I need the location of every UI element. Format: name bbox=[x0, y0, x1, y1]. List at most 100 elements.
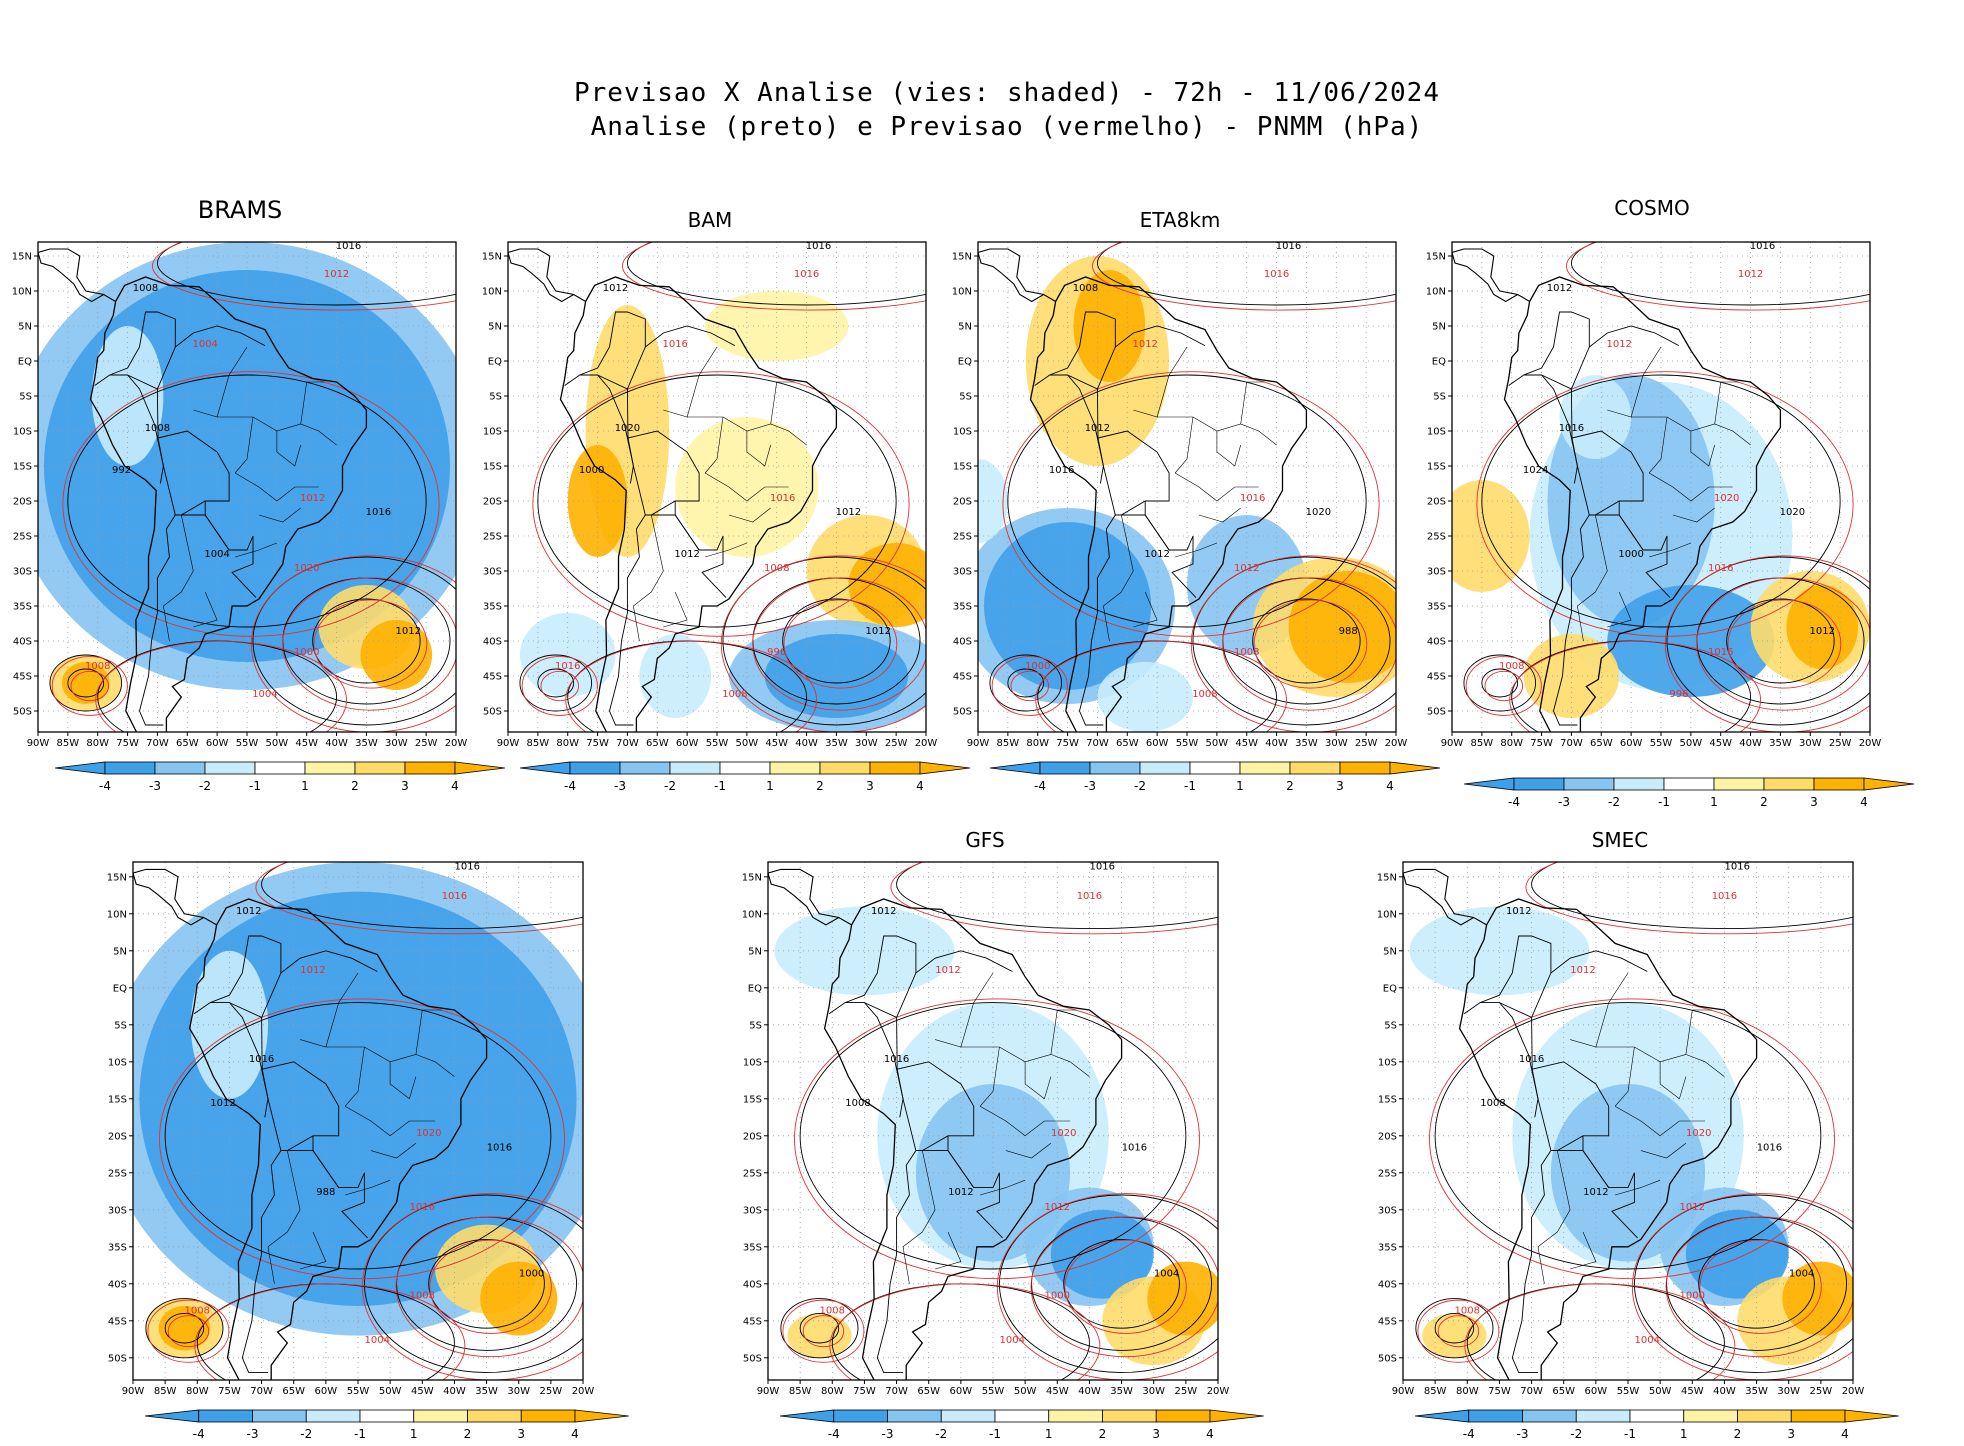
lon-tick-label: 75W bbox=[1488, 1386, 1511, 1397]
state-border bbox=[704, 472, 789, 502]
lat-tick-label: 15S bbox=[953, 462, 972, 473]
colorbar-swatch bbox=[669, 761, 721, 775]
state-border bbox=[300, 972, 359, 1048]
analysis-isobar bbox=[1063, 1238, 1180, 1329]
colorbar-arrow-low bbox=[144, 1409, 200, 1423]
lon-tick-label: 90W bbox=[27, 738, 50, 749]
lon-tick-label: 35W bbox=[355, 738, 378, 749]
bias-shading bbox=[1786, 585, 1859, 669]
lat-tick-label: 15N bbox=[952, 252, 972, 263]
colorbar-tick-label: 2 bbox=[1286, 779, 1294, 793]
state-border bbox=[1174, 472, 1259, 502]
lon-tick-label: 50W bbox=[1649, 1386, 1672, 1397]
analysis-isobar bbox=[1007, 374, 1367, 628]
isobar-label: 1016 bbox=[1712, 891, 1737, 902]
forecast-isobar bbox=[802, 1315, 845, 1348]
isobar-label: 1012 bbox=[1045, 1202, 1070, 1213]
forecast-isobar bbox=[194, 1283, 466, 1380]
lat-tick-label: 10S bbox=[108, 1057, 127, 1068]
lat-tick-label: EQ bbox=[488, 357, 502, 368]
lon-tick-label: 55W bbox=[1617, 1386, 1640, 1397]
forecast-isobar bbox=[1035, 640, 1287, 732]
lon-tick-label: 75W bbox=[586, 738, 609, 749]
state-border bbox=[163, 514, 194, 642]
lon-tick-label: 75W bbox=[218, 1386, 241, 1397]
isobar-label: 1020 bbox=[1714, 493, 1739, 504]
central-america-coastline bbox=[133, 868, 217, 926]
lat-tick-label: 15S bbox=[1427, 462, 1446, 473]
forecast-isobar bbox=[1064, 1239, 1187, 1334]
lon-tick-label: 85W bbox=[527, 738, 550, 749]
lat-tick-label: 5N bbox=[488, 322, 502, 333]
state-border bbox=[935, 972, 994, 1048]
panel-title-smec: SMEC bbox=[1591, 828, 1649, 852]
panel-title-cosmo: COSMO bbox=[1614, 196, 1690, 220]
lat-tick-label: 50S bbox=[1378, 1353, 1397, 1364]
colorbar-arrow-high bbox=[1209, 1409, 1264, 1423]
map-cosmo: 1016 1012 1012 1012 1016 1020 1020 1016 1024 1016… bbox=[1426, 241, 1881, 749]
lon-tick-label: 20W bbox=[1385, 738, 1408, 749]
lat-tick-label: 10N bbox=[1377, 909, 1397, 920]
colorbar-tick-label: -4 bbox=[193, 1427, 205, 1441]
state-border bbox=[1570, 972, 1629, 1048]
isobar-label: 1016 bbox=[1077, 891, 1102, 902]
colorbar-tick-label: -1 bbox=[1184, 779, 1196, 793]
colorbar-swatch bbox=[1522, 1409, 1577, 1423]
analysis-isobar bbox=[1415, 1298, 1494, 1359]
colorbar-tick-label: -1 bbox=[249, 779, 261, 793]
isobar-label: 1016 bbox=[455, 861, 480, 872]
lon-tick-label: 25W bbox=[885, 738, 908, 749]
state-border bbox=[1050, 1009, 1077, 1055]
lat-tick-label: 20S bbox=[953, 497, 972, 508]
lat-tick-label: 10N bbox=[482, 287, 502, 298]
isobar-label: 1016 bbox=[884, 1054, 909, 1065]
isobar-label: 1004 bbox=[1154, 1268, 1179, 1279]
isobar-label: 1008 bbox=[410, 1291, 435, 1302]
forecast-isobar bbox=[167, 1315, 210, 1348]
isobar-label: 1012 bbox=[1583, 1187, 1608, 1198]
colorbar-swatch bbox=[1468, 1409, 1523, 1423]
state-border bbox=[1198, 507, 1241, 523]
lon-tick-label: 70W bbox=[616, 738, 639, 749]
forecast-isobar bbox=[1464, 1283, 1736, 1380]
bias-shading bbox=[639, 634, 712, 718]
country-border bbox=[210, 1002, 269, 1118]
colorbar-swatch bbox=[940, 1409, 996, 1423]
state-border bbox=[1216, 431, 1241, 467]
state-border bbox=[704, 416, 724, 474]
analysis-isobar bbox=[157, 242, 456, 306]
lon-tick-label: 80W bbox=[821, 1386, 844, 1397]
lat-tick-label: 35S bbox=[108, 1242, 127, 1253]
south-america-coastline bbox=[1458, 898, 1758, 1380]
lat-tick-label: 45S bbox=[1427, 672, 1446, 683]
lat-tick-label: 45S bbox=[108, 1316, 127, 1327]
isobar-label: 1016 bbox=[442, 891, 467, 902]
analysis-isobar bbox=[428, 1238, 545, 1329]
state-border bbox=[1714, 381, 1739, 425]
panel-title-eta8km: ETA8km bbox=[1139, 208, 1221, 232]
lat-tick-label: 35S bbox=[743, 1242, 762, 1253]
lon-tick-label: 60W bbox=[1146, 738, 1169, 749]
isobar-label: 1016 bbox=[249, 1054, 274, 1065]
colorbar-swatch bbox=[359, 1409, 415, 1423]
forecast-isobar bbox=[62, 371, 440, 637]
state-border bbox=[1648, 416, 1668, 474]
lat-tick-label: 40S bbox=[743, 1279, 762, 1290]
lat-tick-label: 50S bbox=[743, 1353, 762, 1364]
isobar-label: 1016 bbox=[366, 507, 391, 518]
country-border bbox=[1034, 311, 1116, 386]
analysis-isobar bbox=[1097, 242, 1396, 306]
lon-tick-label: 60W bbox=[950, 1386, 973, 1397]
lat-tick-label: 5S bbox=[114, 1020, 127, 1031]
isobar-label: 1012 bbox=[236, 906, 261, 917]
isobar-label: 1016 bbox=[1750, 241, 1775, 252]
lon-tick-label: 20W bbox=[1859, 738, 1882, 749]
forecast-isobar bbox=[1525, 862, 1853, 935]
lon-tick-label: 20W bbox=[915, 738, 938, 749]
lat-tick-label: 40S bbox=[1378, 1279, 1397, 1290]
forecast-isobar bbox=[1727, 599, 1842, 689]
lon-tick-label: 85W bbox=[57, 738, 80, 749]
isobar-label: 1016 bbox=[794, 269, 819, 280]
forecast-isobar bbox=[720, 555, 926, 732]
state-border bbox=[728, 507, 771, 523]
